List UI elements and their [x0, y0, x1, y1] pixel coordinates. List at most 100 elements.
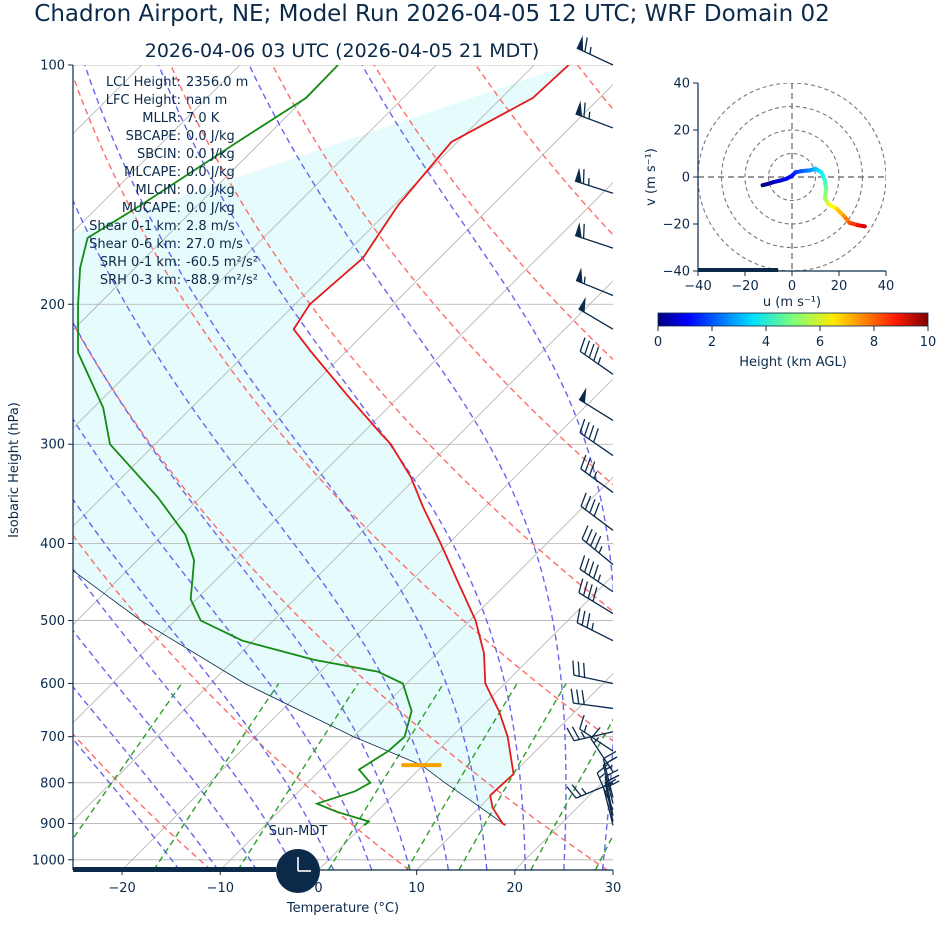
- hodo-point: [842, 214, 845, 217]
- y-tick-label: 400: [40, 537, 65, 552]
- index-value: nan m: [186, 93, 227, 108]
- barb-feather: [572, 727, 579, 740]
- barb-half-feather: [598, 357, 600, 364]
- y-tick-label: 100: [40, 59, 65, 74]
- barb-feather: [585, 341, 590, 355]
- barb-flag: [576, 101, 583, 117]
- figure-subtitle: 2026-04-06 03 UTC (2026-04-05 21 MDT): [145, 40, 540, 62]
- hodo-y-label: v (m s⁻¹): [644, 148, 659, 206]
- barb-feather: [567, 728, 574, 741]
- barb-feather: [580, 338, 585, 352]
- index-label: SBCAPE:: [126, 129, 181, 144]
- hodo-point: [863, 225, 866, 228]
- index-value: -60.5 m²/s²: [186, 255, 258, 270]
- barb-feather: [589, 562, 594, 576]
- barb-half-feather: [582, 788, 587, 794]
- colorbar-strip: [658, 313, 928, 326]
- wind-barb: [581, 493, 613, 531]
- index-value: 27.0 m/s: [186, 237, 243, 252]
- wind-barb: [575, 168, 613, 194]
- barb-feather: [585, 38, 587, 52]
- barb-feather: [580, 555, 585, 569]
- hodo-x-tick-label: 40: [878, 279, 895, 294]
- barb-feather: [589, 425, 594, 439]
- barb-feather: [603, 751, 616, 758]
- y-tick-label: 800: [40, 776, 65, 791]
- wind-barb: [579, 579, 613, 614]
- y-tick-label: 1000: [32, 853, 65, 868]
- y-tick-label: 600: [40, 677, 65, 692]
- barb-feather: [571, 689, 573, 703]
- barb-feather: [585, 558, 590, 572]
- wind-barb: [571, 689, 613, 709]
- hodo-point: [823, 197, 826, 200]
- barb-feather: [585, 422, 590, 436]
- isotherm-line: [613, 65, 936, 870]
- index-value: 0.0 J/kg: [186, 147, 235, 162]
- hodo-x-tick-label: 0: [788, 279, 796, 294]
- barb-feather: [590, 499, 595, 513]
- y-tick-label: 300: [40, 438, 65, 453]
- x-tick-label: 20: [507, 881, 524, 896]
- hodo-point: [779, 179, 782, 182]
- hodo-point: [835, 207, 838, 210]
- barb-flag: [575, 168, 582, 183]
- barb-half-feather: [589, 112, 590, 119]
- barb-feather: [578, 662, 579, 677]
- hodo-point: [820, 171, 823, 174]
- barb-staff: [575, 236, 613, 249]
- barb-half-feather: [584, 725, 586, 732]
- barb-feather: [595, 536, 601, 549]
- mixing-ratio-line: [154, 684, 279, 871]
- x-tick-label: 10: [408, 881, 425, 896]
- barb-feather: [582, 611, 585, 625]
- barb-flag: [576, 267, 582, 283]
- index-value: 0.0 J/kg: [186, 129, 235, 144]
- barb-half-feather: [581, 732, 585, 738]
- index-value: 7.0 K: [186, 111, 220, 126]
- hodo-point: [785, 177, 788, 180]
- hodo-point: [790, 174, 793, 177]
- wind-barbs: [567, 35, 619, 825]
- figure-title: Chadron Airport, NE; Model Run 2026-04-0…: [34, 1, 829, 27]
- wind-barb: [576, 101, 613, 128]
- colorbar-tick-label: 2: [708, 335, 716, 350]
- index-label: LFC Height:: [106, 93, 181, 108]
- barb-flag: [575, 222, 582, 237]
- index-value: 0.0 J/kg: [186, 165, 235, 180]
- isotherm-line: [515, 65, 936, 870]
- hodo-y-tick-label: 20: [673, 124, 690, 139]
- hodo-x-tick-label: −20: [731, 279, 758, 294]
- hodo-x-label: u (m s⁻¹): [763, 295, 821, 310]
- hodo-night-bar: [698, 268, 778, 272]
- hodo-point: [848, 221, 851, 224]
- barb-half-feather: [599, 546, 602, 553]
- index-label: LCL Height:: [106, 75, 181, 90]
- hodo-y-tick-label: −40: [663, 265, 690, 280]
- sun-label: Sun-MDT: [269, 824, 328, 839]
- barb-feather: [584, 224, 585, 239]
- barb-feather: [581, 493, 586, 507]
- barb-feather: [579, 579, 583, 593]
- x-axis-label: Temperature (°C): [286, 901, 399, 916]
- index-label: SRH 0-3 km:: [100, 273, 181, 288]
- hodo-point: [794, 171, 797, 174]
- barb-feather: [589, 344, 594, 358]
- index-label: Shear 0-6 km:: [89, 237, 181, 252]
- hodo-point: [766, 182, 769, 185]
- barb-feather: [582, 526, 588, 539]
- index-label: SRH 0-1 km:: [100, 255, 181, 270]
- index-label: SBCIN:: [137, 147, 181, 162]
- barb-feather: [586, 529, 592, 542]
- index-label: MLLR:: [142, 111, 181, 126]
- wind-barb: [567, 727, 613, 741]
- shaded-area: [0, 65, 569, 825]
- y-tick-label: 500: [40, 614, 65, 629]
